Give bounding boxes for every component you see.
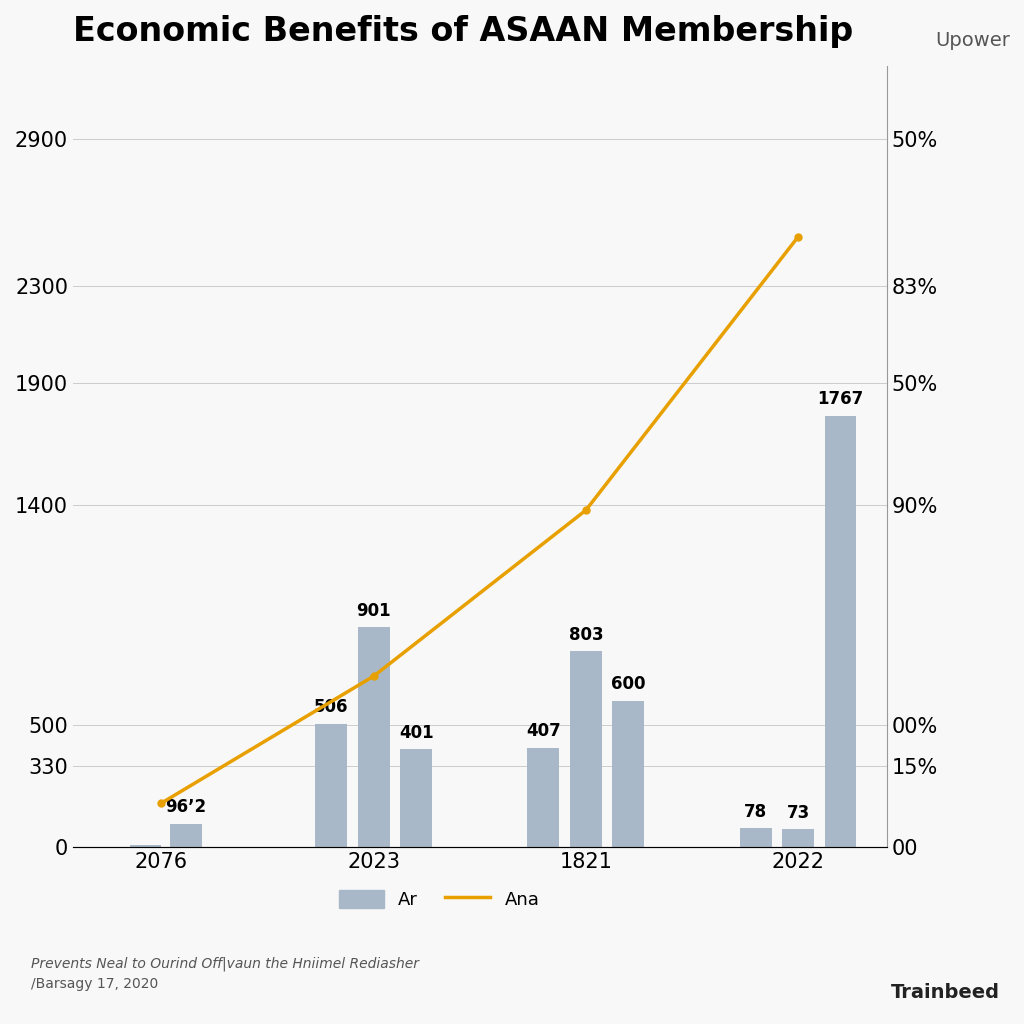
Text: 401: 401 (398, 724, 433, 741)
Bar (739, 828, 771, 847)
Text: 73: 73 (786, 804, 810, 822)
Bar (130, 845, 162, 847)
Text: 901: 901 (356, 602, 391, 620)
Text: 78: 78 (744, 803, 767, 820)
Bar (400, 750, 432, 847)
Text: 600: 600 (611, 675, 645, 693)
Text: Prevents Neal to Ourind Off|vaun the Hniimel Rediasher: Prevents Neal to Ourind Off|vaun the Hni… (31, 956, 419, 971)
Bar (824, 416, 856, 847)
Text: 803: 803 (568, 626, 603, 644)
Text: Economic Benefits of ASAAN Membership: Economic Benefits of ASAAN Membership (73, 15, 853, 48)
Text: /Barsagy 17, 2020: /Barsagy 17, 2020 (31, 977, 158, 991)
Text: 506: 506 (314, 698, 348, 716)
Text: Trainbeed: Trainbeed (891, 983, 999, 1002)
Bar (612, 700, 644, 847)
Bar (527, 748, 559, 847)
Text: 407: 407 (526, 722, 561, 740)
Text: 1767: 1767 (817, 390, 863, 409)
Bar (315, 724, 347, 847)
Text: Upower: Upower (935, 32, 1011, 50)
Bar (782, 829, 814, 847)
Bar (570, 651, 602, 847)
Bar (357, 627, 389, 847)
Legend: Ar, Ana: Ar, Ana (332, 883, 547, 916)
Text: 96’2: 96’2 (166, 799, 207, 816)
Bar (170, 823, 202, 847)
